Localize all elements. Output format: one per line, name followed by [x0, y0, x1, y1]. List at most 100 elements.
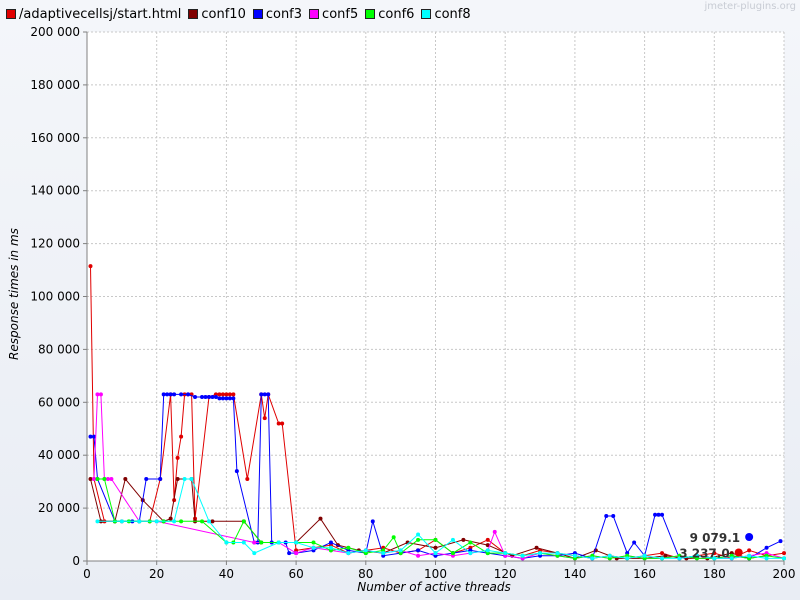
data-point [168, 392, 173, 397]
data-point [224, 392, 229, 397]
data-point [294, 540, 299, 545]
data-point [764, 556, 769, 561]
value-annotation: 3 237.0 [679, 546, 729, 560]
x-tick-label: 80 [358, 567, 373, 581]
data-point [433, 545, 438, 550]
data-point [677, 556, 682, 561]
data-point [165, 392, 170, 397]
data-point [245, 477, 250, 482]
data-point [625, 556, 630, 561]
data-point [175, 477, 180, 482]
data-point [95, 392, 100, 397]
data-point [102, 477, 107, 482]
annotation-marker [745, 532, 754, 541]
y-tick-label: 40 000 [38, 448, 80, 462]
data-point [782, 551, 786, 556]
y-tick-label: 120 000 [30, 237, 80, 251]
legend-label: conf8 [434, 6, 471, 22]
data-point [346, 551, 351, 556]
data-point [210, 519, 215, 524]
data-point [485, 537, 490, 542]
legend-swatch [309, 9, 320, 19]
data-point [433, 551, 438, 556]
x-tick-label: 200 [773, 567, 796, 581]
data-point [485, 548, 490, 553]
data-point [416, 553, 421, 558]
y-tick-label: 20 000 [38, 501, 80, 515]
data-point [590, 556, 595, 561]
legend-label: /adaptivecellsj/start.html [19, 6, 182, 22]
data-point [186, 392, 191, 397]
data-point [217, 392, 222, 397]
data-point [98, 392, 103, 397]
data-point [656, 512, 661, 517]
data-point [381, 551, 386, 556]
data-point [154, 519, 159, 524]
data-point [158, 477, 163, 482]
data-point [660, 556, 665, 561]
data-point [346, 545, 351, 550]
data-point [91, 434, 96, 439]
data-point [200, 395, 205, 400]
legend-swatch [365, 9, 376, 19]
data-point [220, 396, 225, 401]
data-point [492, 529, 497, 534]
data-point [206, 395, 211, 400]
data-point [642, 553, 647, 558]
data-point [259, 540, 264, 545]
data-point [175, 455, 180, 460]
data-point [416, 537, 421, 542]
data-point [660, 512, 665, 517]
data-point [433, 537, 438, 542]
data-point [137, 519, 142, 524]
data-point [193, 395, 198, 400]
data-point [485, 543, 490, 548]
data-point [764, 545, 769, 550]
watermark: jmeter-plugins.org [704, 1, 796, 12]
data-point [91, 477, 96, 482]
data-point [231, 392, 236, 397]
data-point [276, 540, 281, 545]
data-point [227, 396, 232, 401]
data-point [416, 548, 421, 553]
data-point [712, 551, 717, 556]
data-point [778, 539, 783, 544]
data-point [227, 392, 232, 397]
y-tick-label: 200 000 [30, 25, 80, 39]
y-tick-label: 0 [72, 554, 80, 568]
data-point [266, 392, 271, 397]
legend-label: conf10 [201, 6, 246, 22]
data-point [210, 395, 215, 400]
data-point [179, 519, 184, 524]
data-point [632, 540, 637, 545]
data-point [287, 551, 292, 556]
x-tick-label: 40 [219, 567, 234, 581]
data-point [203, 395, 208, 400]
data-point [503, 551, 508, 556]
data-point [119, 519, 124, 524]
data-point [144, 477, 149, 482]
x-tick-label: 120 [494, 567, 517, 581]
data-point [653, 512, 658, 517]
data-point [572, 553, 577, 558]
data-point [555, 551, 560, 556]
data-point [398, 548, 403, 553]
data-point [607, 553, 612, 558]
data-point [450, 537, 455, 542]
legend-label: conf6 [378, 6, 415, 22]
legend-swatch [6, 9, 16, 19]
data-point [660, 551, 665, 556]
data-point [105, 477, 110, 482]
data-point [172, 519, 177, 524]
legend-item: conf8 [421, 6, 471, 22]
legend-item: /adaptivecellsj/start.html [6, 7, 181, 22]
x-axis-label: Number of active threads [357, 580, 511, 594]
data-point [172, 392, 177, 397]
data-point [95, 519, 100, 524]
legend-label: conf3 [265, 6, 303, 22]
data-point [611, 514, 616, 519]
data-point [663, 553, 668, 558]
data-point [179, 434, 184, 439]
